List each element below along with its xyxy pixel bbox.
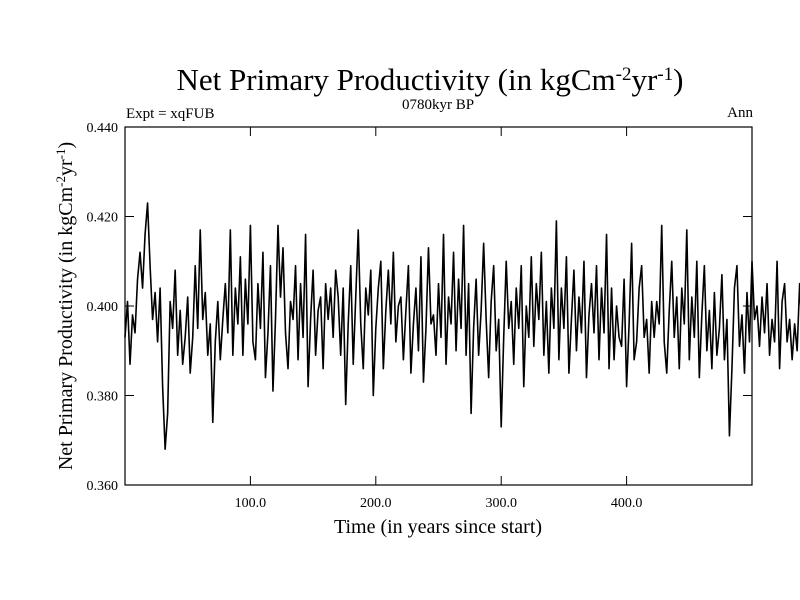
x-axis-ticks: 100.0 200.0 300.0 400.0	[235, 127, 643, 511]
x-tick-label-1: 200.0	[360, 496, 392, 511]
y-axis-ticks: 0.360 0.380 0.400 0.420 0.440	[87, 121, 752, 494]
x-tick-label-2: 300.0	[485, 496, 517, 511]
y-tick-label-0: 0.360	[87, 479, 119, 494]
chart-title-sup1: -2	[616, 64, 632, 85]
y-tick-label-1: 0.380	[87, 390, 119, 405]
y-tick-label-4: 0.440	[87, 121, 119, 136]
chart-title-sup2: -1	[657, 64, 673, 85]
y-axis-label: Net Primary Productivity (in kgCm-2yr-1)	[53, 142, 77, 470]
y-axis-label-main: Net Primary Productivity (in kgCm	[55, 186, 77, 470]
season-label: Ann	[727, 105, 753, 121]
chart-title-end: )	[673, 62, 683, 97]
chart-title: Net Primary Productivity (in kgCm-2yr-1)	[177, 62, 684, 97]
chart-title-main: Net Primary Productivity (in kgCm	[177, 62, 616, 97]
y-axis-label-mid: yr	[55, 159, 77, 176]
series-line-npp	[124, 202, 800, 451]
y-tick-label-2: 0.400	[87, 300, 119, 315]
period-label: 0780kyr BP	[402, 97, 474, 113]
y-axis-label-sup1: -2	[53, 176, 68, 187]
x-tick-label-3: 400.0	[611, 496, 643, 511]
y-axis-label-sup2: -1	[53, 149, 68, 160]
y-axis-label-end: )	[55, 142, 77, 149]
expt-label: Expt = xqFUB	[126, 106, 214, 122]
chart-title-mid: yr	[631, 62, 658, 97]
x-axis-label: Time (in years since start)	[334, 516, 542, 538]
y-tick-label-3: 0.420	[87, 211, 119, 226]
x-tick-label-0: 100.0	[235, 496, 267, 511]
